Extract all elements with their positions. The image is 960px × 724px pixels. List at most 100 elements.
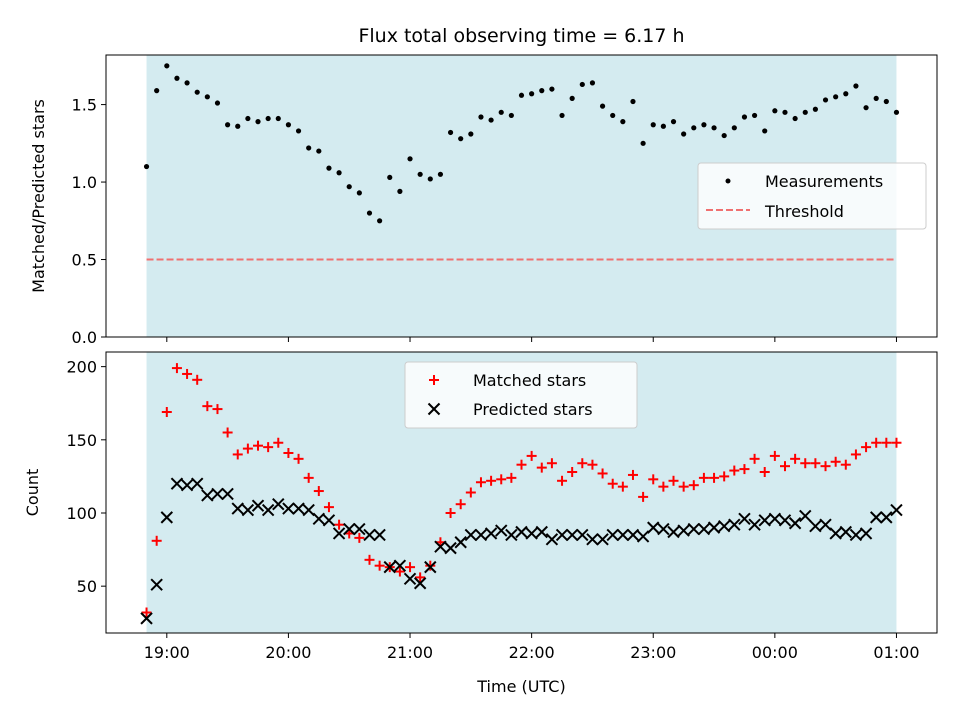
- measurement-point: [559, 112, 565, 119]
- matched-stars-point: [334, 519, 345, 530]
- predicted-stars-point: [231, 502, 244, 515]
- count-legend-box: [404, 361, 638, 429]
- predicted-stars-point: [545, 533, 559, 546]
- matched-stars-point: [668, 475, 679, 486]
- measurement-point: [711, 125, 717, 131]
- ratio-panel: 0.0 0.5 1.0 1.5 Flux total observing time =…: [29, 25, 938, 347]
- legend-measurements-label: Measurements: [765, 172, 883, 191]
- ratio-x-ticks: [166, 337, 897, 342]
- measurement-point: [437, 171, 444, 177]
- measurement-point: [478, 114, 484, 120]
- ratio-legend-box: [697, 162, 927, 230]
- matched-stars-point: [891, 437, 902, 448]
- x-tick-label: 21:00: [387, 643, 433, 662]
- measurement-point: [326, 165, 332, 171]
- predicted-stars-point: [393, 559, 407, 572]
- measurement-point: [417, 171, 423, 177]
- matched-stars-point: [658, 481, 669, 492]
- matched-stars-point: [607, 478, 618, 489]
- y-tick-label: 1.0: [72, 173, 97, 192]
- measurement-point: [529, 91, 535, 97]
- measurement-point: [488, 117, 494, 123]
- measurement-point: [295, 128, 302, 134]
- predicted-stars-point: [221, 487, 234, 501]
- matched-stars-point: [749, 453, 760, 464]
- measurement-point: [225, 122, 231, 128]
- measurement-point: [194, 89, 200, 95]
- matched-stars-point: [739, 464, 750, 475]
- x-axis-label: Time (UTC): [476, 677, 565, 696]
- predicted-stars-point: [829, 527, 842, 540]
- predicted-stars-point: [778, 514, 792, 527]
- measurement-point: [498, 109, 504, 115]
- predicted-stars-point: [312, 512, 326, 526]
- matched-stars-point: [587, 459, 598, 470]
- matched-stars-point: [790, 453, 801, 464]
- measurement-point: [782, 109, 788, 115]
- predicted-stars-point: [616, 528, 630, 542]
- matched-stars-point: [678, 481, 689, 492]
- measurement-point: [812, 106, 818, 112]
- matched-stars-point: [516, 459, 527, 470]
- predicted-stars-point: [606, 528, 619, 542]
- matched-stars-point: [151, 535, 162, 546]
- matched-stars-point: [638, 491, 649, 502]
- count-marks: [140, 363, 903, 625]
- measurement-point: [245, 115, 251, 122]
- matched-stars-point: [273, 437, 284, 448]
- predicted-stars-point: [809, 519, 822, 533]
- matched-stars-point: [303, 472, 314, 483]
- predicted-stars-point: [413, 577, 427, 590]
- predicted-stars-point: [211, 487, 224, 501]
- matched-stars-point: [617, 481, 628, 492]
- y-tick-label: 150: [66, 431, 97, 450]
- y-tick-label: 0.5: [72, 251, 97, 270]
- predicted-stars-point: [424, 560, 437, 574]
- ratio-y-axis-label: Matched/Predicted stars: [29, 99, 48, 293]
- predicted-stars-point: [728, 518, 741, 531]
- measurement-point: [630, 98, 636, 105]
- measurement-point: [356, 190, 362, 196]
- matched-stars-point: [779, 461, 790, 472]
- predicted-stars-point: [748, 518, 761, 531]
- matched-stars-point: [546, 458, 557, 469]
- matched-stars-point: [171, 363, 182, 374]
- predicted-stars-point: [717, 519, 731, 533]
- predicted-stars-point: [657, 522, 670, 536]
- matched-stars-point: [536, 462, 547, 473]
- matched-stars-point: [313, 486, 324, 497]
- legend-predicted-marker: [427, 402, 441, 416]
- count-y-axis-label: Count: [23, 469, 42, 517]
- matched-stars-point: [698, 472, 709, 483]
- x-tick-label: 00:00: [752, 643, 798, 662]
- x-tick-label: 23:00: [630, 643, 676, 662]
- measurement-point: [214, 100, 221, 106]
- predicted-stars-point: [687, 522, 700, 536]
- measurement-point: [579, 81, 585, 88]
- predicted-stars-point: [707, 521, 721, 534]
- predicted-stars-point: [636, 530, 650, 543]
- matched-stars-point: [475, 477, 486, 488]
- matched-stars-point: [202, 401, 213, 412]
- matched-stars-point: [871, 437, 882, 448]
- ratio-legend: Measurements Threshold: [697, 162, 927, 230]
- measurement-point: [316, 148, 322, 154]
- matched-stars-point: [881, 437, 892, 448]
- measurement-point: [204, 94, 210, 100]
- predicted-stars-point: [454, 536, 467, 549]
- predicted-stars-point: [799, 509, 812, 523]
- measurement-point: [802, 109, 808, 115]
- chart-title: Flux total observing time = 6.17 h: [358, 25, 684, 47]
- predicted-stars-point: [819, 518, 832, 531]
- matched-stars-point: [820, 461, 831, 472]
- matched-stars-point: [688, 480, 699, 491]
- predicted-stars-point: [849, 528, 863, 542]
- predicted-stars-point: [434, 540, 447, 553]
- predicted-stars-point: [261, 503, 275, 517]
- measurement-point: [518, 92, 525, 98]
- matched-stars-point: [415, 572, 426, 583]
- matched-stars-point: [557, 475, 568, 486]
- x-tick-label: 19:00: [144, 643, 190, 662]
- predicted-stars-point: [373, 528, 386, 542]
